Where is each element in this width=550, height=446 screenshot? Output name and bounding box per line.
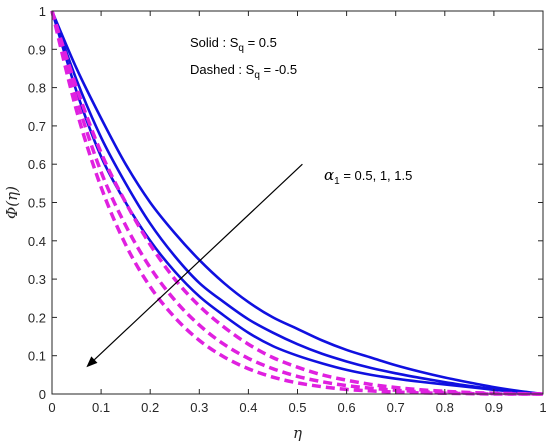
x-axis-label: η <box>293 424 302 442</box>
dashed-curve-3 <box>50 10 543 396</box>
y-tick-label: 0.4 <box>28 234 46 249</box>
legend-annotation: Solid : Sq = 0.5 Dashed : Sq = -0.5 <box>190 35 297 81</box>
x-tick-label: 0.2 <box>141 400 159 415</box>
x-tick-label: 0.1 <box>92 400 110 415</box>
y-tick-label: 0.1 <box>28 349 46 364</box>
y-tick-label: 0.5 <box>28 196 46 211</box>
curves-layer <box>50 10 544 396</box>
alpha-annotation-text: α1 = 0.5, 1, 1.5 <box>324 166 412 187</box>
x-tick-label: 1 <box>539 400 546 415</box>
alpha-sub: 1 <box>334 176 340 187</box>
x-tick-label: 0.9 <box>485 400 503 415</box>
ticks-layer: 0 0.1 0.2 0.3 0.4 0.5 0.6 0.7 0.8 0.9 1 0 0.1 0.2 0.3 0… <box>28 4 547 415</box>
solid-curve-2 <box>50 10 544 396</box>
dashed-curve-1 <box>50 10 544 396</box>
legend-solid-sub: q <box>238 43 244 54</box>
x-tick-label: 0.8 <box>436 400 454 415</box>
legend-solid-text: Solid : Sq = 0.5 <box>190 35 277 54</box>
legend-dashed-sub: q <box>254 70 260 81</box>
y-tick-label: 0.8 <box>28 81 46 96</box>
legend-solid-value: = 0.5 <box>244 35 277 50</box>
x-tick-label: 0.7 <box>387 400 405 415</box>
y-axis-label: Φ(η) <box>3 186 21 219</box>
y-tick-label: 0.2 <box>28 310 46 325</box>
alpha-values: = 0.5, 1, 1.5 <box>340 168 413 183</box>
legend-dashed-label: Dashed : S <box>190 62 255 77</box>
legend-dashed-text: Dashed : Sq = -0.5 <box>190 62 297 81</box>
x-tick-label: 0.6 <box>338 400 356 415</box>
y-tick-label: 0.7 <box>28 119 46 134</box>
solid-curve-1 <box>50 10 544 396</box>
alpha-symbol: α <box>324 166 334 184</box>
y-tick-label: 0.3 <box>28 272 46 287</box>
x-tick-label: 0 <box>48 400 55 415</box>
x-tick-label: 0.3 <box>190 400 208 415</box>
legend-solid-label: Solid : S <box>190 35 239 50</box>
legend-dashed-value: = -0.5 <box>260 62 297 77</box>
solid-curve-3 <box>50 10 544 396</box>
y-tick-label: 0.9 <box>28 42 46 57</box>
x-tick-label: 0.5 <box>288 400 306 415</box>
x-tick-label: 0.4 <box>239 400 257 415</box>
annotation-arrowhead <box>86 356 98 368</box>
y-tick-label: 0.6 <box>28 157 46 172</box>
y-tick-label: 1 <box>39 4 46 19</box>
alpha-annotation: α1 = 0.5, 1, 1.5 <box>86 163 412 368</box>
y-tick-label: 0 <box>39 387 46 402</box>
dashed-curve-2 <box>50 10 544 396</box>
annotation-arrow <box>93 163 303 361</box>
